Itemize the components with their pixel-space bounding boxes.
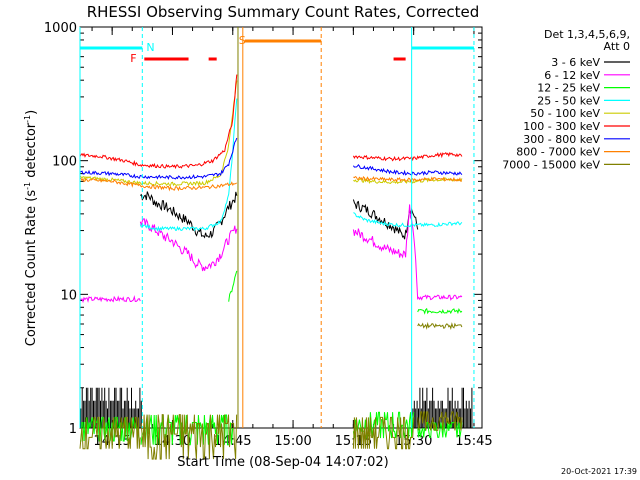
series-1-pre: [79, 294, 141, 304]
status-bars: NF S: [80, 34, 474, 65]
y-tick-label: 1: [69, 422, 77, 437]
legend-label: 12 - 25 keV: [537, 82, 600, 95]
series-1-segment1: [139, 218, 238, 272]
legend-header-1: Det 1,3,4,5,6,9,: [544, 28, 630, 41]
legend-label: 50 - 100 keV: [530, 107, 600, 120]
footer-stamp: 20-Oct-2021 17:39: [561, 467, 637, 476]
series-5-segment1: [79, 74, 238, 170]
plot-frame: [79, 26, 483, 429]
series-7-segment1: [79, 177, 237, 192]
series-3-segment1: [139, 98, 238, 232]
series-1-post: [417, 294, 463, 301]
series-6-segment1: [79, 137, 238, 181]
series-2-post: [417, 307, 463, 315]
y-tick-label: 100: [52, 155, 77, 170]
legend-label: 100 - 300 keV: [523, 120, 600, 133]
chart-title: RHESSI Observing Summary Count Rates, Co…: [87, 3, 480, 21]
legend-label: 6 - 12 keV: [544, 69, 600, 82]
series-1-segment2: [352, 204, 419, 300]
series-8-post: [417, 321, 463, 330]
series-8-pre: [79, 416, 141, 450]
interval-lines: [79, 27, 475, 428]
x-tick-label: 15:00: [274, 434, 311, 449]
series-4-segment1: [79, 80, 238, 187]
x-tick-label: 14:45: [214, 434, 251, 449]
series-5-segment2: [352, 151, 463, 162]
series-0-night-noise: [80, 387, 473, 428]
series-layer: [79, 74, 473, 460]
y-tick-label: 1000: [44, 21, 77, 36]
legend-header-2: Att 0: [604, 40, 630, 53]
legend-label: 25 - 50 keV: [537, 94, 600, 107]
series-8-post: [417, 411, 463, 431]
series-8-segment1: [140, 414, 238, 460]
series-3-segment2: [353, 212, 463, 228]
series-7-segment2: [353, 175, 463, 183]
saa-flag: S: [239, 34, 246, 47]
y-tick-label: 10: [60, 288, 77, 303]
legend-label: 300 - 800 keV: [523, 133, 600, 146]
x-tick-label: 15:45: [455, 434, 492, 449]
y-axis-label-sup1: -1: [23, 182, 32, 190]
legend-label: 800 - 7000 keV: [516, 146, 600, 159]
flare-flag: F: [130, 52, 136, 65]
y-axis-label: Corrected Count Rate (s-1 detector-1): [23, 110, 39, 346]
series-2-rise: [228, 270, 238, 302]
y-axis-label-end: ): [24, 110, 39, 115]
night-flag: N: [146, 41, 154, 54]
series-0-segment2: [352, 199, 419, 240]
y-axis-label-mid: detector: [24, 122, 39, 182]
series-6-segment2: [352, 163, 463, 176]
x-axis-label: Start Time (08-Sep-04 14:07:02): [177, 455, 388, 470]
series-8-segment2: [352, 416, 415, 450]
legend-label: 3 - 6 keV: [551, 56, 600, 69]
y-axis-label-sup2: -1: [23, 115, 32, 123]
legend-label: 7000 - 15000 keV: [502, 158, 600, 171]
y-axis-label-pre: Corrected Count Rate (s: [24, 190, 39, 347]
